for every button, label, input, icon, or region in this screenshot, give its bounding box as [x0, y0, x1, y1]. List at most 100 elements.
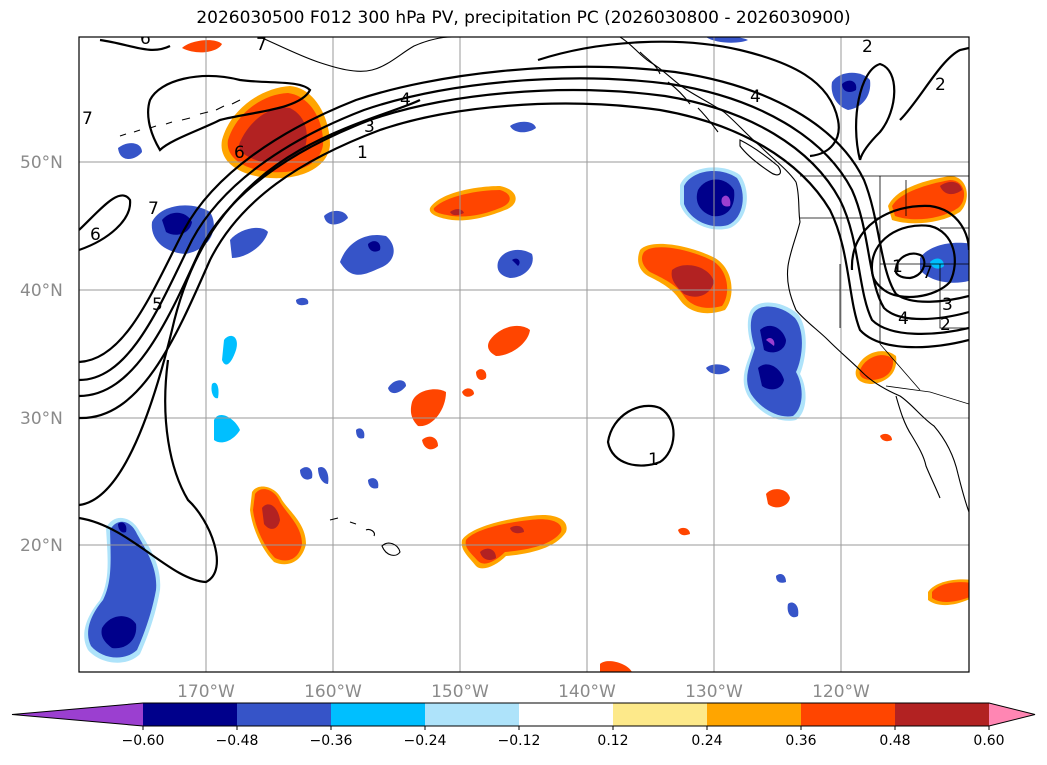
colorbar-tick-label: 0.12	[597, 733, 628, 749]
negative-pc-area	[388, 380, 406, 394]
colorbar-segment	[895, 703, 990, 726]
negative-pc-area	[222, 335, 237, 365]
baja-coastline	[895, 395, 941, 499]
positive-pc-area	[880, 433, 892, 442]
negative-pc-area	[760, 325, 786, 353]
negative-pc-area	[300, 467, 313, 480]
colorbar-tick-label: −0.36	[310, 733, 353, 749]
pv-contour-label: 7	[922, 263, 933, 283]
pv-contour-label: 2	[935, 75, 946, 95]
colorbar-tick-label: 0.60	[973, 733, 1004, 749]
north-america-coastline	[619, 37, 969, 513]
pv-contour-line	[79, 102, 969, 420]
lat-label: 50°N	[20, 153, 63, 173]
pv-contour-line	[899, 46, 969, 121]
negative-pc-area	[211, 382, 219, 399]
pv-contour-label: 2	[940, 315, 951, 335]
negative-pc-area	[930, 258, 944, 269]
lon-label: 130°W	[685, 682, 743, 702]
negative-pc-area	[118, 143, 142, 159]
negative-pc-area	[842, 80, 857, 92]
mexico-border	[885, 385, 969, 405]
hawaiian-islands	[329, 517, 401, 556]
lon-label: 170°W	[177, 682, 235, 702]
pv-contour-label: 4	[400, 90, 411, 110]
lon-label: 160°W	[304, 682, 362, 702]
positive-pc-area	[766, 489, 790, 508]
negative-pc-area	[766, 337, 775, 346]
lon-label: 140°W	[558, 682, 616, 702]
positive-pc-area	[678, 527, 690, 536]
pv-contour-labels: 1 2 3 4 5 6 7 1 2 3 4 6 7 1 2 4 7 6 7	[82, 29, 953, 470]
map-frame	[78, 36, 970, 673]
pv-contour-label: 3	[942, 295, 953, 315]
pv-contour-label: 6	[140, 29, 151, 49]
vancouver-island	[739, 139, 781, 176]
pv-contour-label: 1	[357, 143, 368, 163]
positive-pc-area	[510, 525, 524, 534]
latitude-labels: 50°N 40°N 30°N 20°N	[20, 153, 63, 556]
negative-pc-area	[787, 602, 799, 618]
negative-pc-area	[512, 258, 520, 266]
map-title: 2026030500 F012 300 hPa PV, precipitatio…	[196, 8, 851, 28]
lon-label: 150°W	[431, 682, 489, 702]
positive-pc-area	[182, 40, 222, 53]
colorbar-segment	[425, 703, 520, 726]
pv-contour-line	[79, 99, 421, 507]
colorbar-segment	[707, 703, 802, 726]
negative-pc-area	[497, 249, 533, 278]
aleutian-islands	[119, 99, 241, 137]
colorbar-extend-max	[989, 703, 1035, 726]
colorbar-segment	[613, 703, 708, 726]
pv-contour-line	[79, 359, 218, 584]
colorbar-tick-label: −0.60	[122, 733, 165, 749]
pv-contour-line	[894, 252, 926, 280]
negative-pc-area	[920, 242, 969, 283]
colorbar-segment	[519, 703, 614, 726]
pv-contours	[79, 38, 969, 584]
colorbar-tick-label: −0.12	[498, 733, 541, 749]
pv-contour-line	[537, 40, 840, 158]
positive-pc-area	[600, 661, 632, 672]
lat-label: 20°N	[20, 536, 63, 556]
positive-pc-area	[433, 190, 510, 217]
pv-contour-line	[854, 62, 896, 161]
negative-pc-area	[340, 235, 394, 275]
pv-contour-label: 7	[256, 35, 267, 55]
lon-label: 120°W	[812, 682, 870, 702]
colorbar-segment	[143, 703, 238, 726]
pv-contour-label: 4	[898, 309, 909, 329]
positive-pc-area	[480, 548, 496, 560]
colorbar-tick-label: 0.36	[785, 733, 816, 749]
positive-pc-area	[671, 265, 714, 297]
coastlines	[119, 37, 969, 556]
pv-contour-label: 6	[90, 225, 101, 245]
negative-pc-area	[296, 297, 309, 306]
longitude-labels: 170°W 160°W 150°W 140°W 130°W 120°W	[177, 682, 870, 702]
negative-pc-area	[101, 616, 137, 649]
positive-pc-area	[239, 107, 307, 163]
negative-pc-area	[318, 466, 329, 484]
pv-contour-label: 6	[234, 143, 245, 163]
negative-pc-area	[324, 210, 348, 225]
lat-label: 30°N	[20, 409, 63, 429]
colorbar-tick-label: 0.24	[691, 733, 722, 749]
positive-pc-area	[262, 504, 280, 529]
pv-contour-line	[147, 74, 312, 152]
negative-pc-area	[706, 37, 748, 43]
positive-pc-area	[422, 436, 438, 450]
negative-pc-area	[776, 574, 786, 583]
negative-pc-area	[706, 364, 730, 375]
negative-pc-area	[88, 521, 157, 658]
pv-contour-line	[850, 204, 969, 271]
negative-pc-area	[118, 522, 127, 533]
alaska-coast	[259, 37, 453, 72]
pv-contour-label: 1	[892, 257, 903, 277]
pv-contour-label: 7	[82, 109, 93, 129]
pv-contour-line	[99, 38, 171, 51]
pv-contour-line	[79, 194, 132, 252]
negative-pc-area	[368, 478, 379, 489]
negative-pc-area	[758, 364, 784, 390]
colorbar-segment	[331, 703, 426, 726]
negative-pc-area	[721, 195, 731, 207]
